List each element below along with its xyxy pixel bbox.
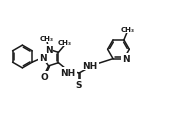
- Text: S: S: [75, 80, 82, 89]
- Text: CH₃: CH₃: [121, 27, 135, 33]
- Text: N: N: [45, 45, 52, 54]
- Text: N: N: [122, 54, 130, 63]
- Text: O: O: [41, 72, 48, 81]
- Text: CH₃: CH₃: [40, 36, 54, 42]
- Text: CH₃: CH₃: [58, 40, 72, 46]
- Text: N: N: [39, 54, 46, 62]
- Text: NH: NH: [83, 61, 98, 70]
- Text: NH: NH: [61, 68, 76, 77]
